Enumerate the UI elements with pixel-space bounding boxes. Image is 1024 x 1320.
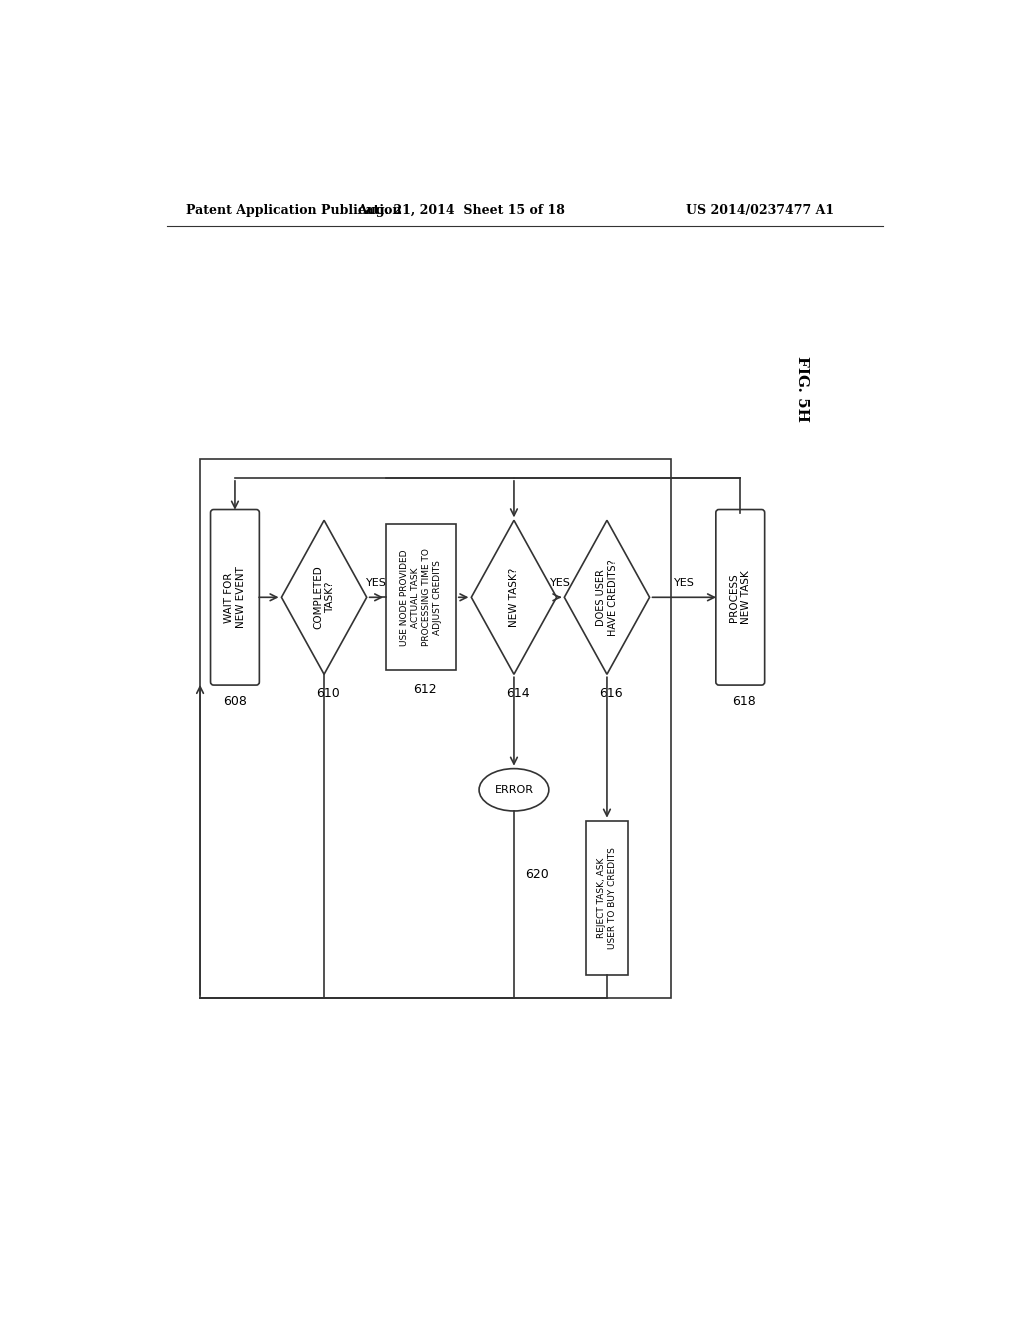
FancyBboxPatch shape	[211, 510, 259, 685]
Text: 610: 610	[316, 686, 340, 700]
Text: PROCESS
NEW TASK: PROCESS NEW TASK	[729, 570, 752, 624]
Text: Aug. 21, 2014  Sheet 15 of 18: Aug. 21, 2014 Sheet 15 of 18	[357, 205, 565, 218]
Text: FIG. 5H: FIG. 5H	[796, 356, 809, 422]
Text: YES: YES	[550, 578, 571, 589]
Text: YES: YES	[674, 578, 694, 589]
Polygon shape	[564, 520, 649, 675]
Text: YES: YES	[366, 578, 387, 589]
Text: Patent Application Publication: Patent Application Publication	[186, 205, 401, 218]
Text: 620: 620	[525, 869, 549, 880]
Polygon shape	[471, 520, 557, 675]
Bar	[586, 821, 629, 974]
Polygon shape	[282, 520, 367, 675]
Bar	[200, 459, 671, 998]
Text: 612: 612	[414, 684, 437, 696]
Text: DOES USER
HAVE CREDITS?: DOES USER HAVE CREDITS?	[596, 558, 618, 636]
Text: USE NODE PROVIDED
ACTUAL TASK
PROCESSING TIME TO
ADJUST CREDITS: USE NODE PROVIDED ACTUAL TASK PROCESSING…	[399, 548, 442, 647]
Text: NEW TASK?: NEW TASK?	[509, 568, 519, 627]
Text: WAIT FOR
NEW EVENT: WAIT FOR NEW EVENT	[224, 566, 246, 628]
Bar	[386, 524, 456, 671]
Text: US 2014/0237477 A1: US 2014/0237477 A1	[686, 205, 835, 218]
Text: 618: 618	[732, 694, 757, 708]
FancyBboxPatch shape	[716, 510, 765, 685]
Text: 608: 608	[223, 694, 247, 708]
Text: 614: 614	[506, 686, 529, 700]
Ellipse shape	[479, 768, 549, 810]
Text: ERROR: ERROR	[495, 785, 534, 795]
Text: 616: 616	[599, 686, 623, 700]
Text: REJECT TASK, ASK
USER TO BUY CREDITS: REJECT TASK, ASK USER TO BUY CREDITS	[597, 846, 617, 949]
Text: COMPLETED
TASK?: COMPLETED TASK?	[313, 565, 335, 630]
